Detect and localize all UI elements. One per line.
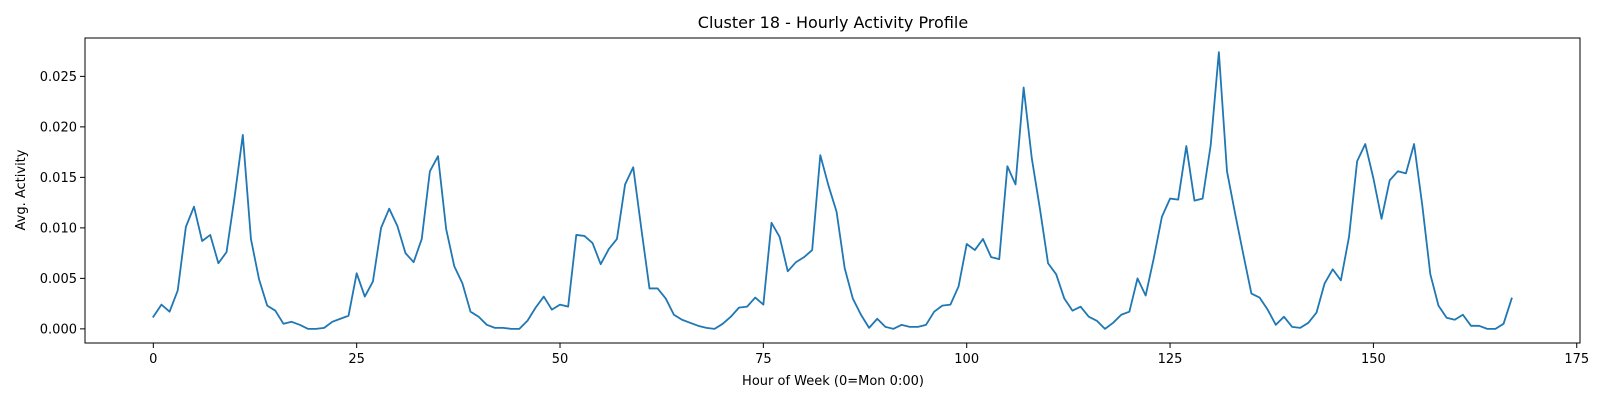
y-tick-label: 0.015 <box>40 171 77 186</box>
y-tick-label: 0.000 <box>40 322 77 337</box>
plot-frame <box>84 37 1581 344</box>
x-tick-label: 150 <box>1361 352 1386 367</box>
x-tick-label: 25 <box>348 352 365 367</box>
x-tick-label: 175 <box>1564 352 1589 367</box>
x-tick-label: 0 <box>149 352 157 367</box>
y-tick-label: 0.025 <box>40 70 77 85</box>
plot-area: 0 25 50 75 100 125 150 175 0.000 0.005 0.010 0.015 0… <box>40 37 1589 367</box>
chart-title: Cluster 18 - Hourly Activity Profile <box>698 13 968 32</box>
x-tick-label: 125 <box>1158 352 1183 367</box>
y-tick-label: 0.010 <box>40 221 77 236</box>
x-tick-label: 100 <box>954 352 979 367</box>
y-tick-label: 0.020 <box>40 120 77 135</box>
y-tick-label: 0.005 <box>40 272 77 287</box>
x-tick-label: 50 <box>552 352 569 367</box>
series-line <box>152 51 1513 330</box>
y-axis-title: Avg. Activity <box>14 149 29 230</box>
x-axis-title: Hour of Week (0=Mon 0:00) <box>742 374 924 389</box>
x-tick-label: 75 <box>755 352 772 367</box>
